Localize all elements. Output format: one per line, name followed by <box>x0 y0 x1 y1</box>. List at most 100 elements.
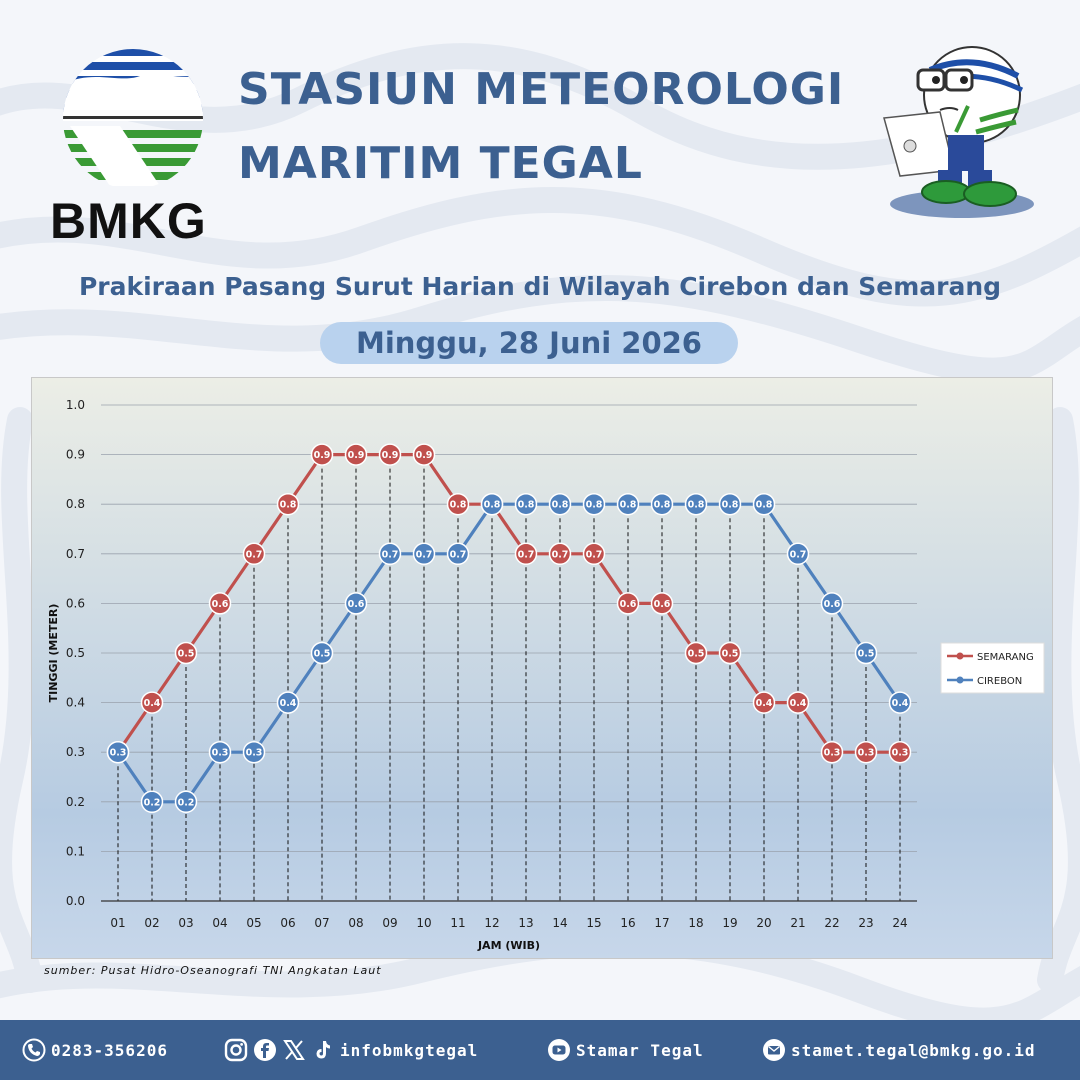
data-point-semarang <box>208 592 232 615</box>
footer-bar <box>0 1020 1080 1080</box>
data-point-cirebon <box>344 592 368 615</box>
data-point-cirebon <box>412 542 436 566</box>
instagram-icon[interactable] <box>224 1038 248 1062</box>
data-label-cirebon: 0.6 <box>348 599 365 610</box>
y-axis-title: TINGGI (METER) <box>47 604 60 703</box>
data-point-semarang <box>514 542 538 566</box>
legend-entry: SEMARANG <box>977 652 1034 663</box>
data-label-semarang: 0.7 <box>552 549 569 560</box>
data-point-cirebon <box>174 790 198 814</box>
data-point-semarang <box>854 740 878 764</box>
data-label-semarang: 0.3 <box>858 748 875 759</box>
data-point-cirebon <box>446 542 470 566</box>
data-label-semarang: 0.9 <box>416 450 433 461</box>
x-tick-label: 15 <box>586 916 601 930</box>
x-tick-label: 10 <box>416 916 431 930</box>
data-point-cirebon <box>854 641 878 665</box>
x-twitter-icon[interactable] <box>282 1038 306 1062</box>
x-tick-label: 05 <box>246 916 261 930</box>
data-point-cirebon <box>140 790 164 814</box>
data-point-cirebon <box>310 641 334 665</box>
x-tick-label: 23 <box>858 916 873 930</box>
data-point-semarang <box>446 492 470 516</box>
legend-swatch-marker <box>956 676 964 684</box>
y-tick-label: 0.1 <box>66 844 85 858</box>
x-tick-label: 21 <box>790 916 805 930</box>
x-tick-label: 13 <box>518 916 533 930</box>
bmkg-logo-icon <box>63 49 203 186</box>
data-point-semarang <box>786 691 810 714</box>
tide-chart: 0.0 0.1 0.2 0.3 0.4 0.5 0.6 0.7 0.8 0.9 1.0 01 02 03 0… <box>31 377 1053 959</box>
data-point-cirebon <box>242 740 266 764</box>
footer-phone: 0283-356206 <box>22 1030 168 1070</box>
data-point-cirebon <box>548 492 572 516</box>
data-point-semarang <box>684 641 708 665</box>
legend-box <box>940 642 1045 694</box>
data-point-cirebon <box>514 492 538 516</box>
data-point-semarang <box>548 542 572 566</box>
data-label-cirebon: 0.5 <box>858 649 875 660</box>
data-label-semarang: 0.7 <box>518 549 535 560</box>
data-point-cirebon <box>582 492 606 516</box>
data-point-cirebon <box>378 542 402 566</box>
data-label-cirebon: 0.8 <box>552 500 569 511</box>
legend-entry: CIREBON <box>977 676 1022 687</box>
y-tick-label: 1.0 <box>66 398 85 412</box>
data-label-cirebon: 0.8 <box>620 500 637 511</box>
data-point-cirebon <box>208 740 232 764</box>
y-tick-label: 0.8 <box>66 497 85 511</box>
bmkg-logo-text: BMKG <box>50 193 207 249</box>
x-tick-label: 17 <box>654 916 669 930</box>
data-label-semarang: 0.6 <box>654 599 671 610</box>
source-note: sumber: Pusat Hidro-Oseanografi TNI Angk… <box>44 964 382 977</box>
data-label-semarang: 0.3 <box>892 748 909 759</box>
data-point-cirebon <box>650 492 674 516</box>
data-point-semarang <box>752 691 776 714</box>
tiktok-icon[interactable] <box>311 1038 335 1062</box>
x-tick-label: 09 <box>382 916 397 930</box>
data-label-cirebon: 0.8 <box>722 500 739 511</box>
data-label-cirebon: 0.6 <box>824 599 841 610</box>
data-label-semarang: 0.4 <box>790 698 807 709</box>
y-tick-label: 0.2 <box>66 795 85 809</box>
youtube-icon[interactable] <box>547 1038 571 1062</box>
x-tick-label: 04 <box>212 916 227 930</box>
data-point-cirebon <box>684 492 708 516</box>
data-point-cirebon <box>106 740 130 764</box>
data-point-semarang <box>174 641 198 665</box>
y-tick-label: 0.3 <box>66 745 85 759</box>
data-point-semarang <box>412 443 436 466</box>
data-label-semarang: 0.4 <box>144 698 161 709</box>
footer-youtube: Stamar Tegal <box>547 1030 704 1070</box>
data-label-cirebon: 0.4 <box>280 698 297 709</box>
facebook-icon[interactable] <box>253 1038 277 1062</box>
data-label-semarang: 0.7 <box>586 549 603 560</box>
x-tick-label: 16 <box>620 916 635 930</box>
data-point-semarang <box>344 443 368 466</box>
phone-icon <box>22 1038 46 1062</box>
data-label-cirebon: 0.7 <box>416 549 433 560</box>
y-tick-label: 0.5 <box>66 646 85 660</box>
x-tick-label: 11 <box>450 916 465 930</box>
x-tick-label: 03 <box>178 916 193 930</box>
x-tick-label: 06 <box>280 916 295 930</box>
y-tick-label: 0.4 <box>66 696 85 710</box>
data-label-semarang: 0.4 <box>756 698 773 709</box>
y-tick-label: 0.0 <box>66 894 85 908</box>
data-point-cirebon <box>786 542 810 566</box>
data-point-semarang <box>310 443 334 466</box>
data-label-cirebon: 0.2 <box>178 797 195 808</box>
x-axis-title: JAM (WIB) <box>477 939 540 952</box>
footer-social: infobmkgtegal <box>224 1030 478 1070</box>
data-label-cirebon: 0.8 <box>654 500 671 511</box>
data-label-cirebon: 0.3 <box>246 748 263 759</box>
data-point-semarang <box>242 542 266 566</box>
data-point-cirebon <box>616 492 640 516</box>
email-icon[interactable] <box>762 1038 786 1062</box>
y-tick-label: 0.9 <box>66 448 85 462</box>
page-title-line2: MARITIM TEGAL <box>238 138 643 189</box>
data-point-semarang <box>616 592 640 615</box>
data-label-semarang: 0.6 <box>620 599 637 610</box>
data-label-semarang: 0.5 <box>178 649 195 660</box>
